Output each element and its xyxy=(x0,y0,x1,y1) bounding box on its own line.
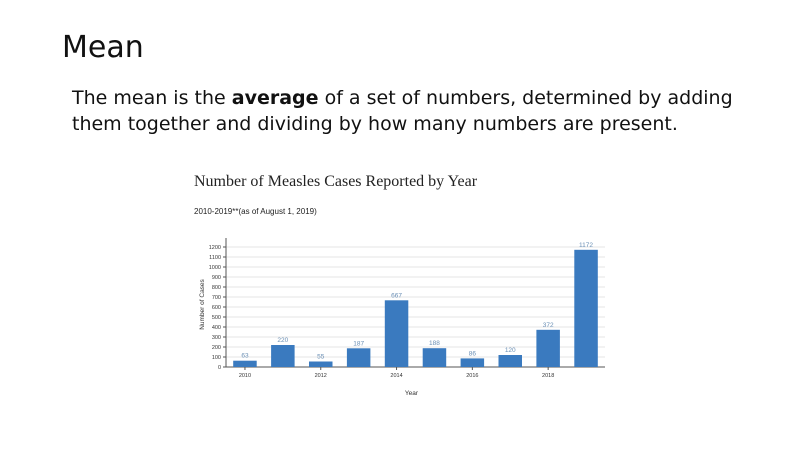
y-tick-label: 400 xyxy=(212,325,221,331)
bar-2011 xyxy=(271,345,295,367)
body-suffix: of a set of numbers, determined by addin… xyxy=(72,87,733,135)
y-tick-label: 1100 xyxy=(209,255,221,261)
x-axis-title: Year xyxy=(405,390,419,397)
chart-title: Number of Measles Cases Reported by Year xyxy=(194,173,478,190)
y-tick-label: 600 xyxy=(212,305,221,311)
bar-2013 xyxy=(346,348,371,367)
slide-title: Mean xyxy=(62,30,144,65)
bar-2018 xyxy=(536,329,560,367)
y-tick-label: 1000 xyxy=(209,265,221,271)
y-tick-label: 500 xyxy=(212,315,221,321)
chart-subtitle: 2010-2019**(as of August 1, 2019) xyxy=(194,207,317,216)
data-label-2017: 120 xyxy=(505,347,516,354)
data-label-2018: 372 xyxy=(543,322,554,329)
y-tick-label: 0 xyxy=(218,365,221,371)
data-label-2019: 1172 xyxy=(579,242,593,249)
y-axis-title: Number of Cases xyxy=(199,278,206,329)
x-tick-label: 2014 xyxy=(390,373,402,379)
y-tick-label: 700 xyxy=(212,295,221,301)
bar-2010 xyxy=(233,360,257,367)
data-label-2010: 63 xyxy=(241,353,249,360)
x-tick-label: 2012 xyxy=(315,373,327,379)
body-bold-term: average xyxy=(231,87,319,109)
bar-2016 xyxy=(460,358,485,367)
bar-2019 xyxy=(574,249,598,367)
y-tick-label: 800 xyxy=(212,285,221,291)
data-label-2012: 55 xyxy=(317,354,325,361)
slide-body-text: The mean is the average of a set of numb… xyxy=(72,85,762,137)
y-tick-label: 900 xyxy=(212,275,221,281)
bar-2012 xyxy=(309,361,333,367)
bar-2014 xyxy=(384,300,409,367)
y-tick-label: 100 xyxy=(212,355,221,361)
bar-2017 xyxy=(498,355,522,367)
body-prefix: The mean is the xyxy=(72,87,232,109)
y-tick-label: 200 xyxy=(212,345,221,351)
x-tick-label: 2018 xyxy=(542,373,554,379)
data-label-2015: 188 xyxy=(429,340,440,347)
x-tick-label: 2016 xyxy=(466,373,478,379)
data-label-2011: 220 xyxy=(277,337,288,344)
y-tick-label: 1200 xyxy=(209,245,221,251)
x-tick-label: 2010 xyxy=(239,373,251,379)
data-label-2016: 86 xyxy=(469,350,477,357)
y-tick-label: 300 xyxy=(212,335,221,341)
chart-container: Number of Measles Cases Reported by Year… xyxy=(180,165,622,405)
bar-2015 xyxy=(422,348,447,367)
data-label-2013: 187 xyxy=(353,340,364,347)
data-label-2014: 667 xyxy=(391,292,402,299)
bar-chart: 0 100 200 300 400 500 600 700 800 900 1000 1100 1200… xyxy=(199,238,605,397)
